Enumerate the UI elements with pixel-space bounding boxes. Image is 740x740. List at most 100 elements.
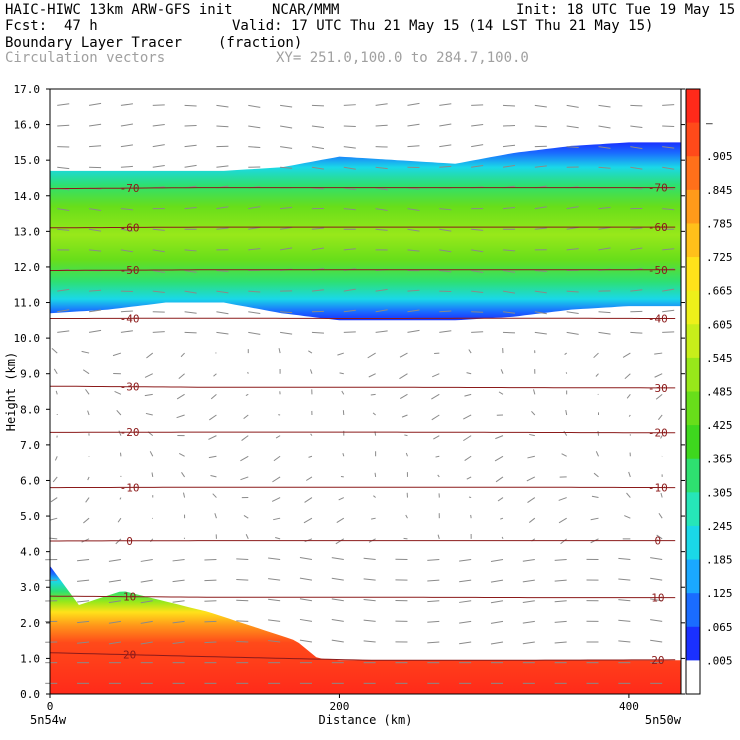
y-tick-label: 3.0 <box>20 581 40 594</box>
circulation-vector <box>268 557 281 560</box>
circulation-vector <box>280 331 293 335</box>
temperature-contour-label: -30 <box>120 381 140 394</box>
circulation-vector <box>280 146 293 149</box>
y-tick-label: 14.0 <box>14 190 41 203</box>
circulation-vector <box>598 104 611 108</box>
temperature-contour-label: 10 <box>123 591 136 604</box>
colorbar-swatch <box>686 257 700 292</box>
circulation-vector <box>280 247 293 251</box>
temperature-contour-label: 0 <box>655 535 662 548</box>
circulation-vector <box>54 456 58 461</box>
circulation-vector <box>299 598 313 602</box>
circulation-vector <box>210 393 217 400</box>
circulation-vector <box>662 288 675 292</box>
circulation-vector <box>57 228 70 231</box>
circulation-vector <box>210 474 217 478</box>
circulation-vector <box>598 331 611 335</box>
circulation-vector <box>630 289 643 292</box>
circulation-vector <box>85 389 90 395</box>
circulation-vector <box>120 249 133 253</box>
circulation-vector <box>407 249 420 252</box>
circulation-vector <box>502 144 516 148</box>
circulation-vector <box>308 455 313 458</box>
circulation-vector <box>618 599 631 602</box>
valid-time: Valid: 17 UTC Thu 21 May 15 (14 LST Thu … <box>232 18 654 34</box>
circulation-vector <box>595 373 599 377</box>
circulation-vector <box>181 472 186 478</box>
circulation-vector <box>490 620 504 624</box>
temperature-contour-label: -50 <box>120 264 140 277</box>
circulation-vector <box>437 474 440 478</box>
colorbar-swatch <box>686 660 700 695</box>
circulation-vector <box>630 331 643 334</box>
circulation-vector <box>502 104 516 107</box>
circulation-vector <box>502 206 516 210</box>
x-tick-label: 400 <box>619 700 639 713</box>
circulation-vector <box>495 476 504 483</box>
circulation-vector <box>214 513 217 519</box>
circulation-vector <box>502 164 516 168</box>
circulation-vector <box>57 309 70 313</box>
circulation-vector <box>471 249 484 253</box>
circulation-vector <box>459 620 472 624</box>
circulation-vector <box>140 600 153 604</box>
circulation-vector <box>403 537 408 540</box>
circulation-vector <box>88 228 102 232</box>
circulation-vector <box>534 206 547 210</box>
colorbar-swatch <box>686 122 700 157</box>
circulation-vector <box>208 435 217 440</box>
circulation-vector <box>655 393 663 400</box>
circulation-vector <box>662 248 675 251</box>
circulation-vector <box>630 187 643 190</box>
y-tick-label: 1.0 <box>20 652 40 665</box>
circulation-vector <box>534 227 547 230</box>
circulation-vector <box>331 619 344 622</box>
circulation-vector <box>662 187 675 191</box>
temperature-contour-line <box>50 226 676 229</box>
circulation-vector <box>662 146 675 149</box>
colorbar-swatch <box>686 593 700 628</box>
circulation-vector <box>273 517 281 521</box>
circulation-vector <box>561 453 567 457</box>
circulation-vector <box>554 620 567 623</box>
circulation-vector <box>248 104 261 108</box>
circulation-vector <box>120 123 133 127</box>
circulation-vector <box>89 289 102 292</box>
circulation-vector <box>471 124 484 127</box>
circulation-vector <box>471 104 484 106</box>
circulation-vector <box>522 620 535 624</box>
circulation-vector <box>152 144 165 148</box>
temperature-contour-label: -60 <box>648 221 668 234</box>
circulation-vector <box>502 311 516 314</box>
circulation-vector <box>466 372 472 375</box>
circulation-vector <box>560 538 567 545</box>
temperature-contour-label: -10 <box>648 482 668 495</box>
circulation-vector <box>363 578 376 581</box>
circulation-vector <box>204 579 217 582</box>
circulation-vector <box>566 104 579 108</box>
circulation-vector <box>437 534 440 539</box>
circulation-vector <box>77 579 90 582</box>
circulation-vector <box>172 558 185 562</box>
circulation-vector <box>49 517 58 521</box>
circulation-vector <box>343 248 356 251</box>
circulation-vector <box>662 208 675 211</box>
y-tick-label: 2.0 <box>20 617 40 630</box>
circulation-vector <box>311 247 325 251</box>
circulation-vector <box>500 517 504 520</box>
circulation-vector <box>172 641 185 644</box>
circulation-vector <box>502 331 516 334</box>
circulation-vector <box>427 620 440 623</box>
circulation-vector <box>471 164 484 168</box>
x-axis-label: Distance (km) <box>319 713 413 727</box>
colorbar: – .905 .845 .785 .725 .665 .605 .545 .485 .425 .36… <box>685 88 733 695</box>
circulation-vector <box>180 352 185 358</box>
colorbar-swatch <box>686 425 700 460</box>
colorbar-label: .785 <box>706 217 733 230</box>
circulation-vector <box>363 640 376 643</box>
colorbar-label: .245 <box>706 520 733 533</box>
circulation-vector <box>57 103 70 106</box>
tracer-fill-layer <box>50 142 681 694</box>
circulation-vector <box>311 187 324 190</box>
circulation-vector <box>152 270 165 273</box>
